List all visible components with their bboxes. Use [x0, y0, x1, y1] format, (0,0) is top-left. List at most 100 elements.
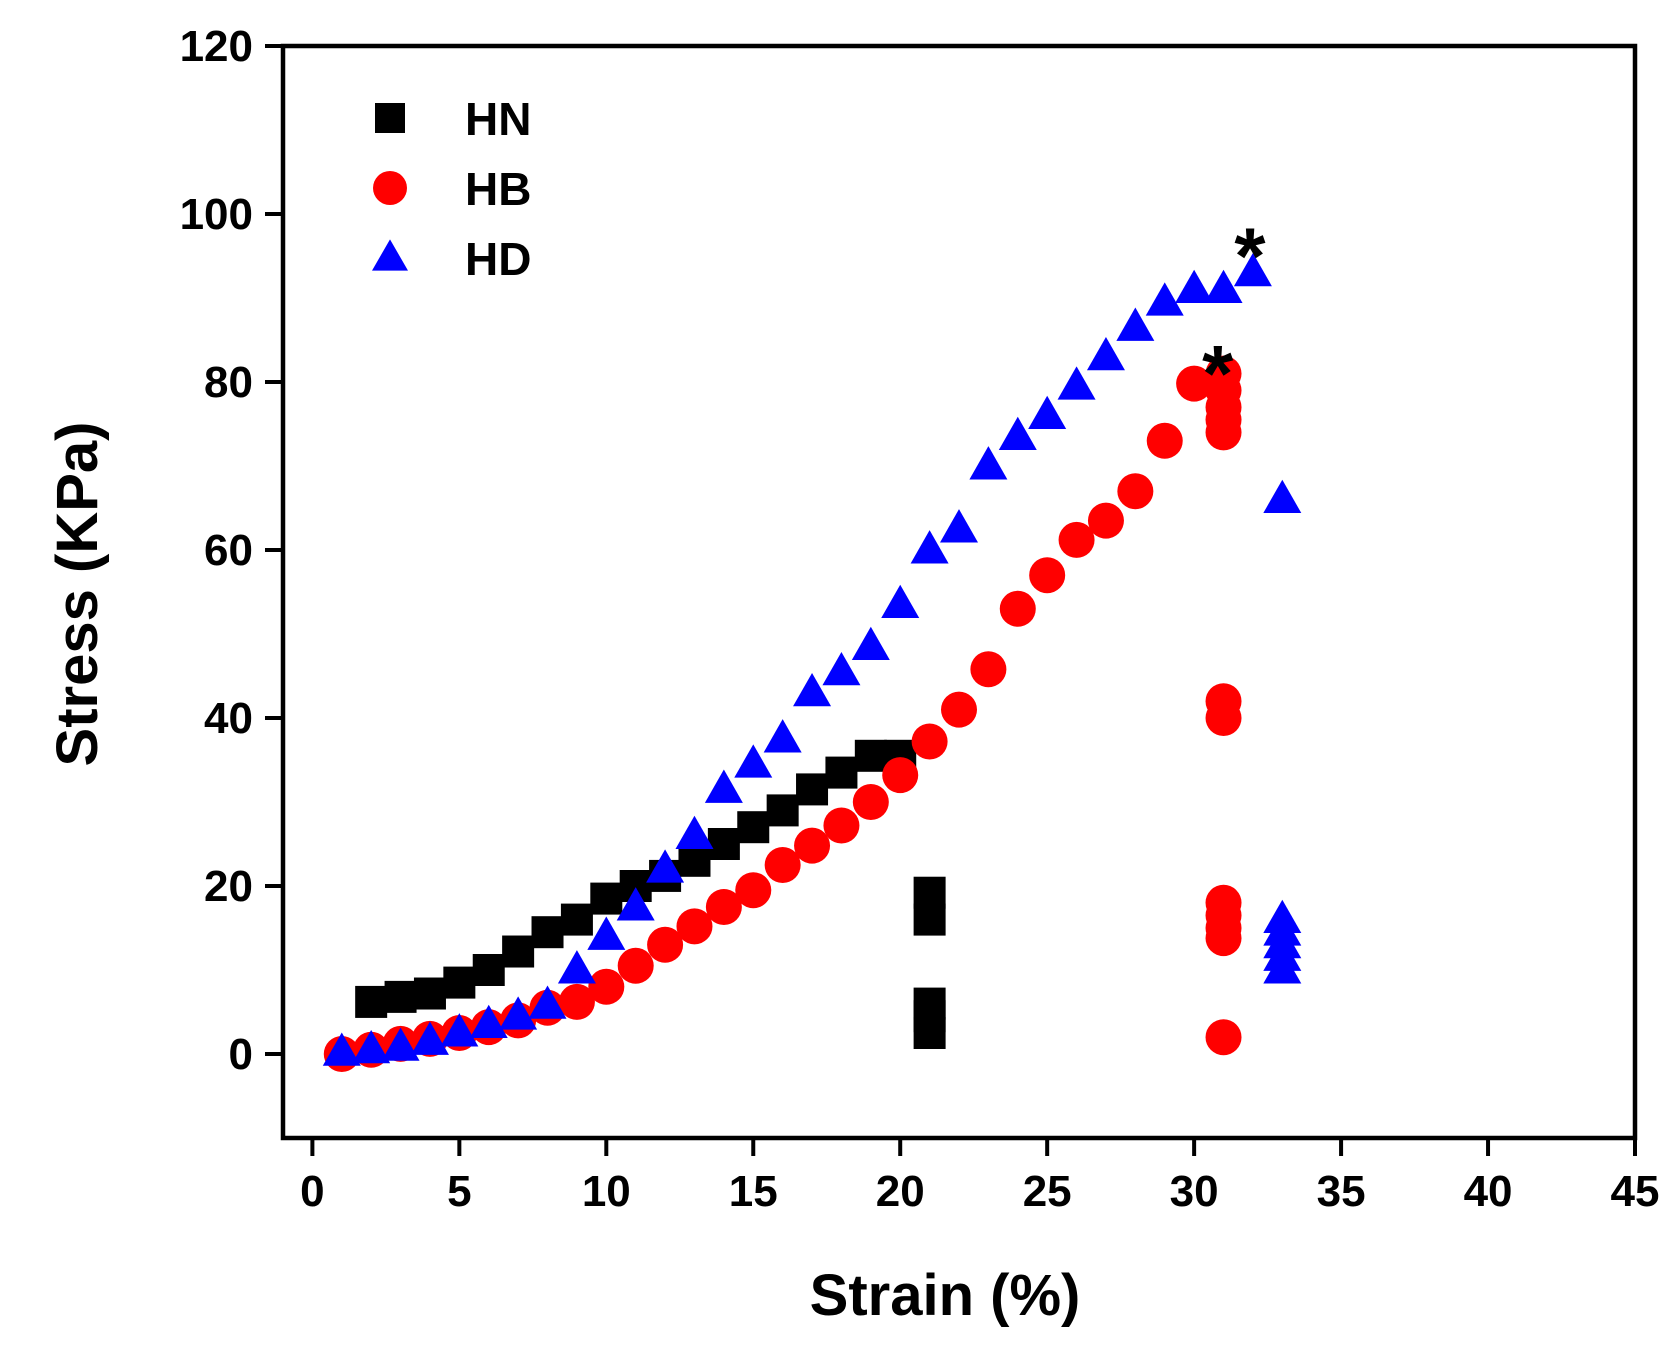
y-tick-label: 100: [180, 190, 253, 239]
point-hb: [1205, 920, 1242, 957]
point-hn: [854, 739, 887, 772]
y-tick-label: 60: [204, 526, 253, 575]
point-hd: [881, 584, 920, 619]
point-hb: [1205, 414, 1242, 451]
point-hb: [1146, 422, 1183, 459]
series-hd: [322, 252, 1302, 1066]
point-hb: [764, 847, 801, 883]
point-hd: [469, 1004, 508, 1039]
point-hd: [381, 1027, 420, 1061]
point-hb: [794, 827, 831, 864]
point-hn: [913, 876, 946, 909]
point-hd: [734, 744, 773, 778]
point-hb: [705, 889, 742, 925]
point-hb: [882, 757, 919, 794]
point-hb: [999, 590, 1036, 627]
legend-label-hn: HN: [465, 93, 531, 145]
point-hd: [616, 887, 655, 921]
data-marks: [322, 252, 1302, 1072]
y-axis-title: Stress (KPa): [45, 422, 110, 767]
point-hd: [499, 996, 538, 1030]
point-hn: [737, 811, 770, 844]
point-hn: [913, 903, 946, 936]
point-hd: [646, 849, 685, 883]
x-tick-label: 40: [1464, 1167, 1513, 1216]
legend-marker-hb: [373, 171, 407, 205]
point-hn: [796, 773, 829, 806]
point-hd: [1204, 269, 1243, 304]
point-hb: [1087, 502, 1124, 539]
point-hd: [940, 509, 978, 543]
point-hb: [823, 807, 860, 844]
x-tick-label: 5: [447, 1167, 471, 1216]
point-hd: [1116, 307, 1155, 341]
point-hn: [707, 828, 740, 860]
point-hd: [1233, 252, 1272, 287]
annotation-asterisk: *: [1202, 329, 1234, 418]
point-hd: [822, 651, 861, 686]
x-tick-label: 35: [1317, 1167, 1366, 1216]
point-hd: [1028, 395, 1067, 430]
point-hd: [675, 815, 714, 850]
point-hd: [440, 1013, 479, 1047]
annotation-asterisk: *: [1234, 211, 1266, 300]
point-hd: [704, 769, 743, 803]
x-axis-title: Strain (%): [810, 1263, 1081, 1328]
point-hb: [1117, 473, 1154, 510]
point-hn: [384, 980, 417, 1013]
point-hn: [472, 954, 505, 986]
point-hn: [913, 1017, 946, 1049]
point-hn: [678, 844, 711, 877]
series-hn: [355, 739, 946, 1049]
y-tick-label: 0: [229, 1030, 253, 1079]
point-hb: [941, 691, 977, 728]
point-hd: [793, 672, 832, 707]
point-hd: [910, 530, 949, 564]
y-tick-label: 20: [204, 862, 253, 911]
point-hd: [528, 985, 567, 1019]
x-tick-label: 15: [729, 1167, 778, 1216]
point-hn: [413, 977, 446, 1010]
point-hd: [1263, 950, 1302, 984]
point-hd: [410, 1021, 449, 1055]
point-hd: [969, 446, 1008, 480]
point-hd: [1145, 282, 1184, 316]
point-hn: [355, 985, 388, 1018]
point-hb: [588, 968, 625, 1005]
x-tick-label: 30: [1170, 1167, 1219, 1216]
point-hn: [443, 966, 476, 999]
y-axis-ticks: 0 20 40 60 80 100 120: [180, 22, 283, 1079]
x-tick-label: 25: [1023, 1167, 1072, 1216]
point-hn: [560, 903, 593, 936]
series-hb: [323, 355, 1242, 1072]
point-hd: [352, 1029, 391, 1064]
point-hb: [735, 872, 772, 909]
x-tick-label: 45: [1611, 1167, 1660, 1216]
point-hd: [998, 416, 1037, 451]
annotations: **: [1202, 211, 1266, 418]
point-hd: [322, 1032, 361, 1066]
point-hb: [852, 784, 889, 820]
point-hd: [1175, 269, 1214, 304]
plot-frame: [280, 43, 1638, 1141]
point-hb: [970, 651, 1007, 688]
point-hn: [825, 756, 858, 789]
point-hd: [1263, 479, 1302, 514]
point-hn: [766, 794, 799, 827]
point-hd: [1057, 366, 1096, 400]
legend-marker-hd: [372, 239, 408, 271]
point-hb: [617, 947, 654, 984]
point-hb: [1205, 700, 1242, 736]
x-tick-label: 10: [582, 1167, 631, 1216]
point-hb: [1029, 557, 1066, 594]
point-hb: [558, 983, 595, 1020]
x-axis-ticks: 0 5 10 15 20 25 30 35 40 45: [300, 1138, 1659, 1216]
legend: HN HB HD: [372, 93, 531, 285]
point-hb: [676, 908, 713, 945]
point-hn: [502, 935, 535, 968]
point-hb: [1176, 365, 1213, 402]
point-hn: [590, 882, 623, 915]
x-tick-label: 0: [300, 1167, 324, 1216]
